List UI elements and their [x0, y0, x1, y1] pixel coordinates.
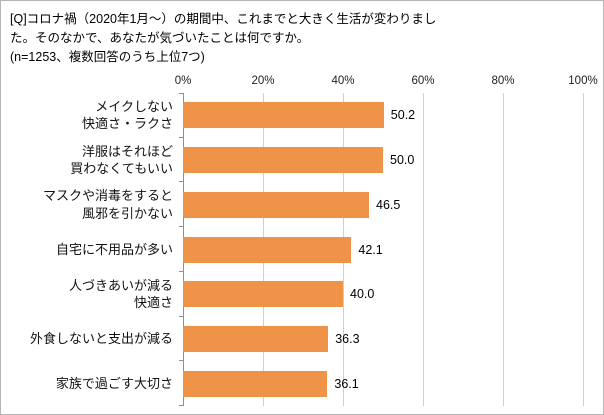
value-label: 40.0: [350, 287, 375, 302]
bar-track: 46.5: [183, 182, 583, 227]
x-axis: 0% 20% 40% 60% 80% 100%: [175, 75, 598, 91]
bar-row: 外食しないと支出が減る 36.3: [11, 317, 583, 362]
category-label: 外食しないと支出が減る: [29, 331, 173, 347]
value-label: 50.0: [390, 153, 415, 168]
bar-row: マスクや消毒をすると 風邪を引かない 46.5: [11, 182, 583, 227]
bar: [183, 325, 329, 352]
gridline: [583, 93, 584, 406]
value-label: 50.2: [390, 108, 416, 123]
bar-track: 50.2: [183, 93, 583, 138]
bar: [183, 147, 383, 174]
x-axis-tick-label: 20%: [251, 75, 275, 87]
x-axis-tick-label: 80%: [491, 75, 515, 87]
gridline: [423, 93, 424, 406]
bar-track: 40.0: [183, 272, 583, 317]
value-label: 36.3: [335, 331, 360, 346]
value-label: 46.5: [376, 197, 401, 212]
bar-track: 42.1: [183, 227, 583, 272]
bar-track: 50.0: [183, 138, 583, 183]
value-label: 42.1: [358, 242, 383, 257]
bar-row: メイクしない 快適さ・ラクさ 50.2: [11, 93, 583, 138]
bar: [183, 102, 384, 129]
bar: [183, 370, 328, 397]
category-label: 自宅に不用品が多い: [55, 241, 173, 257]
bar-row: 人づきあいが減る 快適さ 40.0: [11, 272, 583, 317]
x-axis-tick-label: 40%: [331, 75, 355, 87]
bar-row: 洋服はそれほど 買わなくてもいい 50.0: [11, 138, 583, 183]
x-axis-tick-label: 60%: [411, 75, 435, 87]
category-label: 洋服はそれほど 買わなくてもいい: [70, 143, 173, 177]
category-label: 人づきあいが減る 快適さ: [68, 277, 173, 311]
category-label: 家族で過ごす大切さ: [55, 375, 173, 391]
x-axis-tick-label: 100%: [568, 75, 598, 87]
x-axis-tick-label: 0%: [174, 75, 192, 87]
bar: [183, 191, 369, 218]
gridline: [503, 93, 504, 406]
bar-track: 36.1: [183, 361, 583, 406]
bar-rows: メイクしない 快適さ・ラクさ 50.2 洋服はそれほど 買わなくてもいい 50.…: [11, 93, 583, 406]
bar-chart: 0% 20% 40% 60% 80% 100% メイクしない 快適さ・ラクさ 5…: [11, 75, 598, 406]
bar: [183, 281, 343, 308]
category-label: メイクしない 快適さ・ラクさ: [81, 98, 173, 132]
bar-row: 家族で過ごす大切さ 36.1: [11, 361, 583, 406]
chart-title: [Q]コロナ禍（2020年1月～）の期間中、これまでと大きく生活が変わりまし た…: [10, 12, 437, 64]
bar-row: 自宅に不用品が多い 42.1: [11, 227, 583, 272]
bar: [183, 236, 352, 263]
category-label: マスクや消毒をすると 風邪を引かない: [42, 188, 173, 221]
bar-track: 36.3: [183, 317, 583, 362]
value-label: 36.1: [334, 376, 359, 391]
